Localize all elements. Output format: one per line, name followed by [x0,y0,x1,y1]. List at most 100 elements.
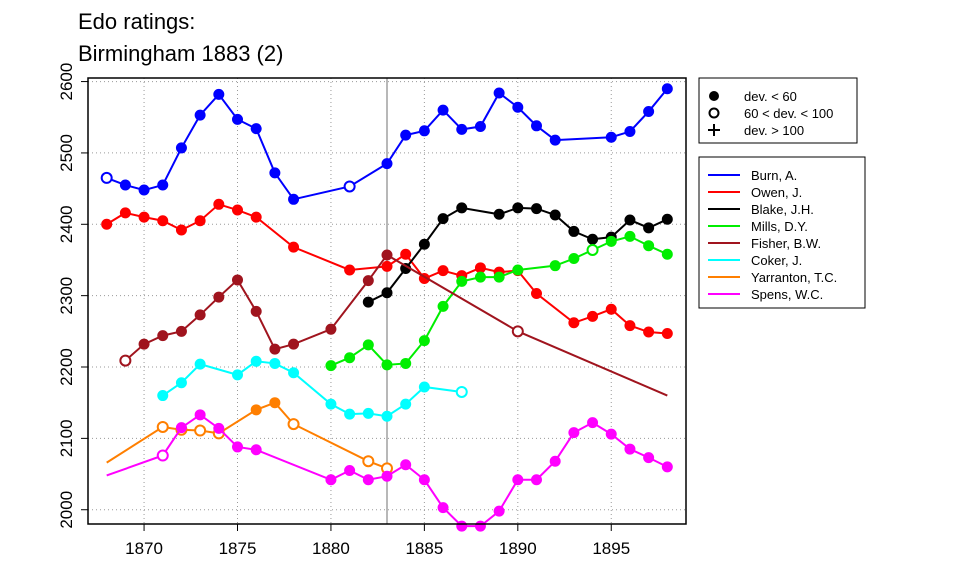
y-tick-label: 2500 [57,134,76,172]
data-point [587,417,599,429]
legend-deviation-label: 60 < dev. < 100 [744,106,833,121]
series-line [106,401,388,470]
x-axis: 1870 1875 1880 1885 1890 1895 [125,524,630,558]
data-point [512,101,524,113]
data-point [418,125,430,137]
data-point [381,287,393,299]
data-point [661,327,673,339]
data-point [269,357,281,369]
data-point [381,158,393,170]
data-point [119,179,131,191]
data-point [232,369,243,381]
data-point [232,274,243,286]
data-point [175,224,187,236]
series-1 [100,83,673,205]
data-point [194,215,206,227]
data-point [587,233,599,245]
data-point [250,355,262,367]
data-point [400,357,412,369]
data-point [568,225,580,237]
data-point [250,211,262,223]
data-point [531,288,542,300]
data-point [531,120,542,132]
legend-player-name: Yarranton, T.C. [751,270,837,285]
data-point [138,338,150,350]
data-point [381,410,393,422]
series-line [124,253,668,397]
data-point [568,253,580,265]
data-point-open [156,449,169,462]
data-point [381,470,393,482]
data-point [232,113,243,125]
y-tick-label: 2200 [57,348,76,386]
x-tick-label: 1870 [125,539,163,558]
data-point-open [586,243,599,256]
data-point [418,335,430,347]
x-tick-label: 1895 [592,539,630,558]
data-point [325,398,337,410]
data-point [456,123,468,135]
data-point [549,455,561,467]
data-point [493,87,505,99]
legend-player-name: Spens, W.C. [751,287,823,302]
data-point [661,213,673,225]
legend-player-name: Coker, J. [751,253,802,268]
y-tick-label: 2600 [57,63,76,101]
y-tick-label: 2000 [57,491,76,529]
data-point [157,179,169,191]
data-point [643,240,655,252]
data-point [400,398,412,410]
data-point-open [100,171,113,184]
chart-title-line-1: Edo ratings: [78,9,196,34]
data-point [362,339,374,351]
data-point [605,131,617,143]
data-point [512,474,524,486]
data-point [474,271,486,283]
data-point [213,291,225,303]
x-tick-label: 1885 [405,539,443,558]
data-point [512,264,524,276]
series-8 [106,409,673,532]
data-point [643,222,655,234]
data-point [362,275,374,287]
data-point [213,198,225,210]
player-legend-box [698,156,866,309]
legend-player-name: Burn, A. [751,168,797,183]
data-point [288,241,300,253]
data-point [549,260,561,272]
data-point [643,106,655,118]
data-point [661,248,673,260]
legend-player-name: Blake, J.H. [751,202,814,217]
data-point [661,461,673,473]
series-line [162,360,462,418]
data-point [119,207,131,219]
data-point [493,208,505,220]
data-point-open [511,325,524,338]
data-point [474,262,486,274]
data-point [362,296,374,308]
data-point [288,193,300,205]
data-point [194,409,206,421]
data-point [213,88,225,100]
data-point [325,360,337,372]
data-point [400,459,412,471]
data-point-open [194,424,207,437]
data-point [643,326,655,338]
data-point [474,121,486,133]
data-point [400,248,412,260]
data-point [138,184,150,196]
data-point [437,502,449,514]
data-point [643,452,655,464]
data-point [661,83,673,95]
data-point [549,134,561,146]
data-point [138,211,150,223]
data-point [456,275,468,287]
data-point [624,230,636,242]
data-point [587,310,599,322]
series-4 [325,230,673,372]
data-point-open [362,455,375,468]
data-point [531,474,542,486]
data-point [269,167,281,179]
x-tick-label: 1880 [312,539,350,558]
data-point [269,397,281,409]
